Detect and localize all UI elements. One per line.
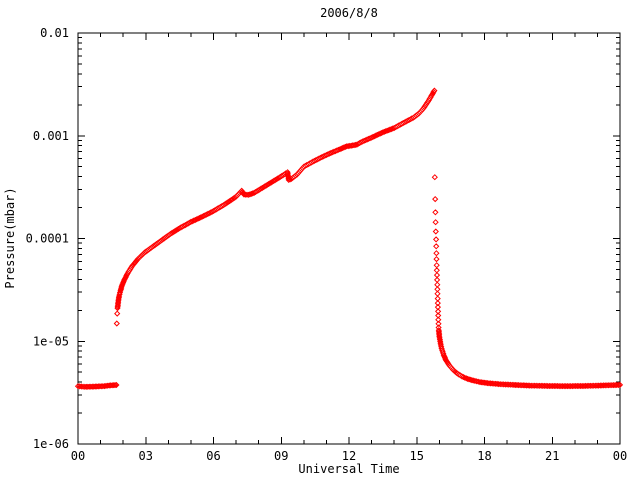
y-tick-label: 1e-06 bbox=[33, 437, 69, 451]
data-points-pressure bbox=[74, 87, 624, 390]
plot-border bbox=[77, 32, 621, 445]
x-tick-label: 00 bbox=[613, 449, 627, 463]
y-tick-label: 1e-05 bbox=[33, 334, 69, 348]
x-tick-label: 09 bbox=[274, 449, 288, 463]
y-tick-label: 0.0001 bbox=[26, 232, 69, 246]
x-tick-label: 18 bbox=[477, 449, 491, 463]
series-segment-rise-onset-sparse bbox=[113, 310, 121, 327]
axes-and-ticks bbox=[77, 32, 621, 445]
x-tick-label: 03 bbox=[139, 449, 153, 463]
tick-labels: 00 03 06 09 12 15 18 21 00 0.01 0.001 0.0001 1e-05 1e… bbox=[26, 26, 628, 463]
series-segment-pressure-rise bbox=[114, 87, 438, 312]
x-tick-label: 15 bbox=[410, 449, 424, 463]
chart-title: 2006/8/8 bbox=[320, 6, 378, 20]
x-tick-label: 06 bbox=[206, 449, 220, 463]
series-segment-baseline-before-event bbox=[74, 381, 120, 390]
x-tick-label: 00 bbox=[71, 449, 85, 463]
x-tick-label: 12 bbox=[342, 449, 356, 463]
x-tick-label: 21 bbox=[545, 449, 559, 463]
y-tick-label: 0.001 bbox=[33, 129, 69, 143]
y-axis-title: Pressure(mbar) bbox=[3, 187, 17, 288]
series-segment-rapid-drop-column bbox=[431, 174, 442, 331]
x-axis-title: Universal Time bbox=[298, 462, 399, 476]
y-tick-label: 0.01 bbox=[40, 26, 69, 40]
series-segment-decay-tail bbox=[435, 327, 624, 390]
